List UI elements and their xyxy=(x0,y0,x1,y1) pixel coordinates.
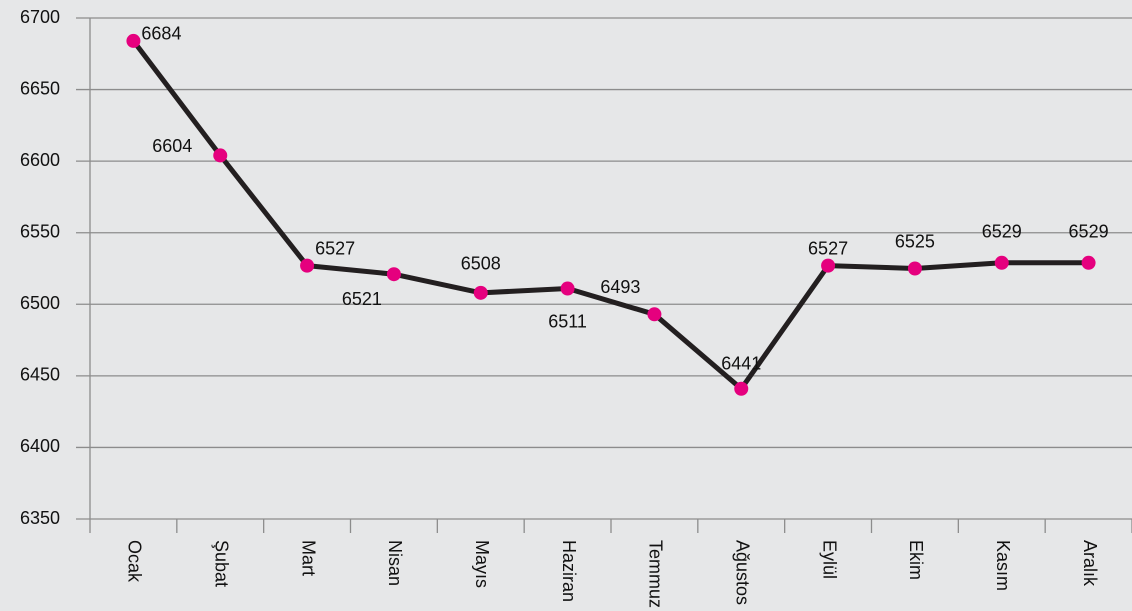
y-tick-label: 6600 xyxy=(20,150,60,170)
x-tick-label: Ekim xyxy=(906,540,926,580)
x-tick-label: Aralık xyxy=(1080,540,1100,587)
y-tick-label: 6700 xyxy=(20,7,60,27)
data-label: 6604 xyxy=(152,136,192,156)
data-label: 6508 xyxy=(461,254,501,274)
x-tick-label: Ağustos xyxy=(733,540,753,605)
y-tick-label: 6400 xyxy=(20,436,60,456)
data-label: 6529 xyxy=(982,222,1022,242)
marker xyxy=(907,261,922,276)
x-tick-label: Eylül xyxy=(819,540,839,579)
data-label: 6493 xyxy=(600,277,640,297)
x-tick-label: Temmuz xyxy=(646,540,666,608)
y-tick-label: 6650 xyxy=(20,78,60,98)
data-label: 6527 xyxy=(315,238,355,258)
x-tick-label: Şubat xyxy=(212,540,232,587)
data-label: 6527 xyxy=(808,238,848,258)
data-label: 6525 xyxy=(895,231,935,251)
x-tick-label: Mart xyxy=(298,540,318,576)
marker xyxy=(126,33,141,48)
marker xyxy=(994,255,1009,270)
marker xyxy=(213,148,228,163)
marker xyxy=(821,258,836,273)
y-tick-label: 6550 xyxy=(20,221,60,241)
y-tick-label: 6350 xyxy=(20,508,60,528)
data-label: 6521 xyxy=(342,289,382,309)
line xyxy=(131,39,1089,392)
marker xyxy=(386,267,401,282)
marker xyxy=(1081,255,1096,270)
marker xyxy=(647,307,662,322)
x-tick-label: Ocak xyxy=(125,540,145,583)
data-label: 6511 xyxy=(548,311,587,331)
y-tick-label: 6450 xyxy=(20,365,60,385)
marker xyxy=(734,381,749,396)
x-tick-label: Kasım xyxy=(993,540,1013,591)
marker xyxy=(473,285,488,300)
x-tick-label: Mayıs xyxy=(472,540,492,588)
x-tick-label: Nisan xyxy=(385,540,405,586)
marker xyxy=(560,281,575,296)
marker xyxy=(300,258,315,273)
data-label: 6529 xyxy=(1069,222,1109,242)
x-tick-label: Haziran xyxy=(559,540,579,602)
data-label: 6684 xyxy=(141,24,181,44)
data-label: 6441 xyxy=(721,353,761,373)
y-tick-label: 6500 xyxy=(20,293,60,313)
